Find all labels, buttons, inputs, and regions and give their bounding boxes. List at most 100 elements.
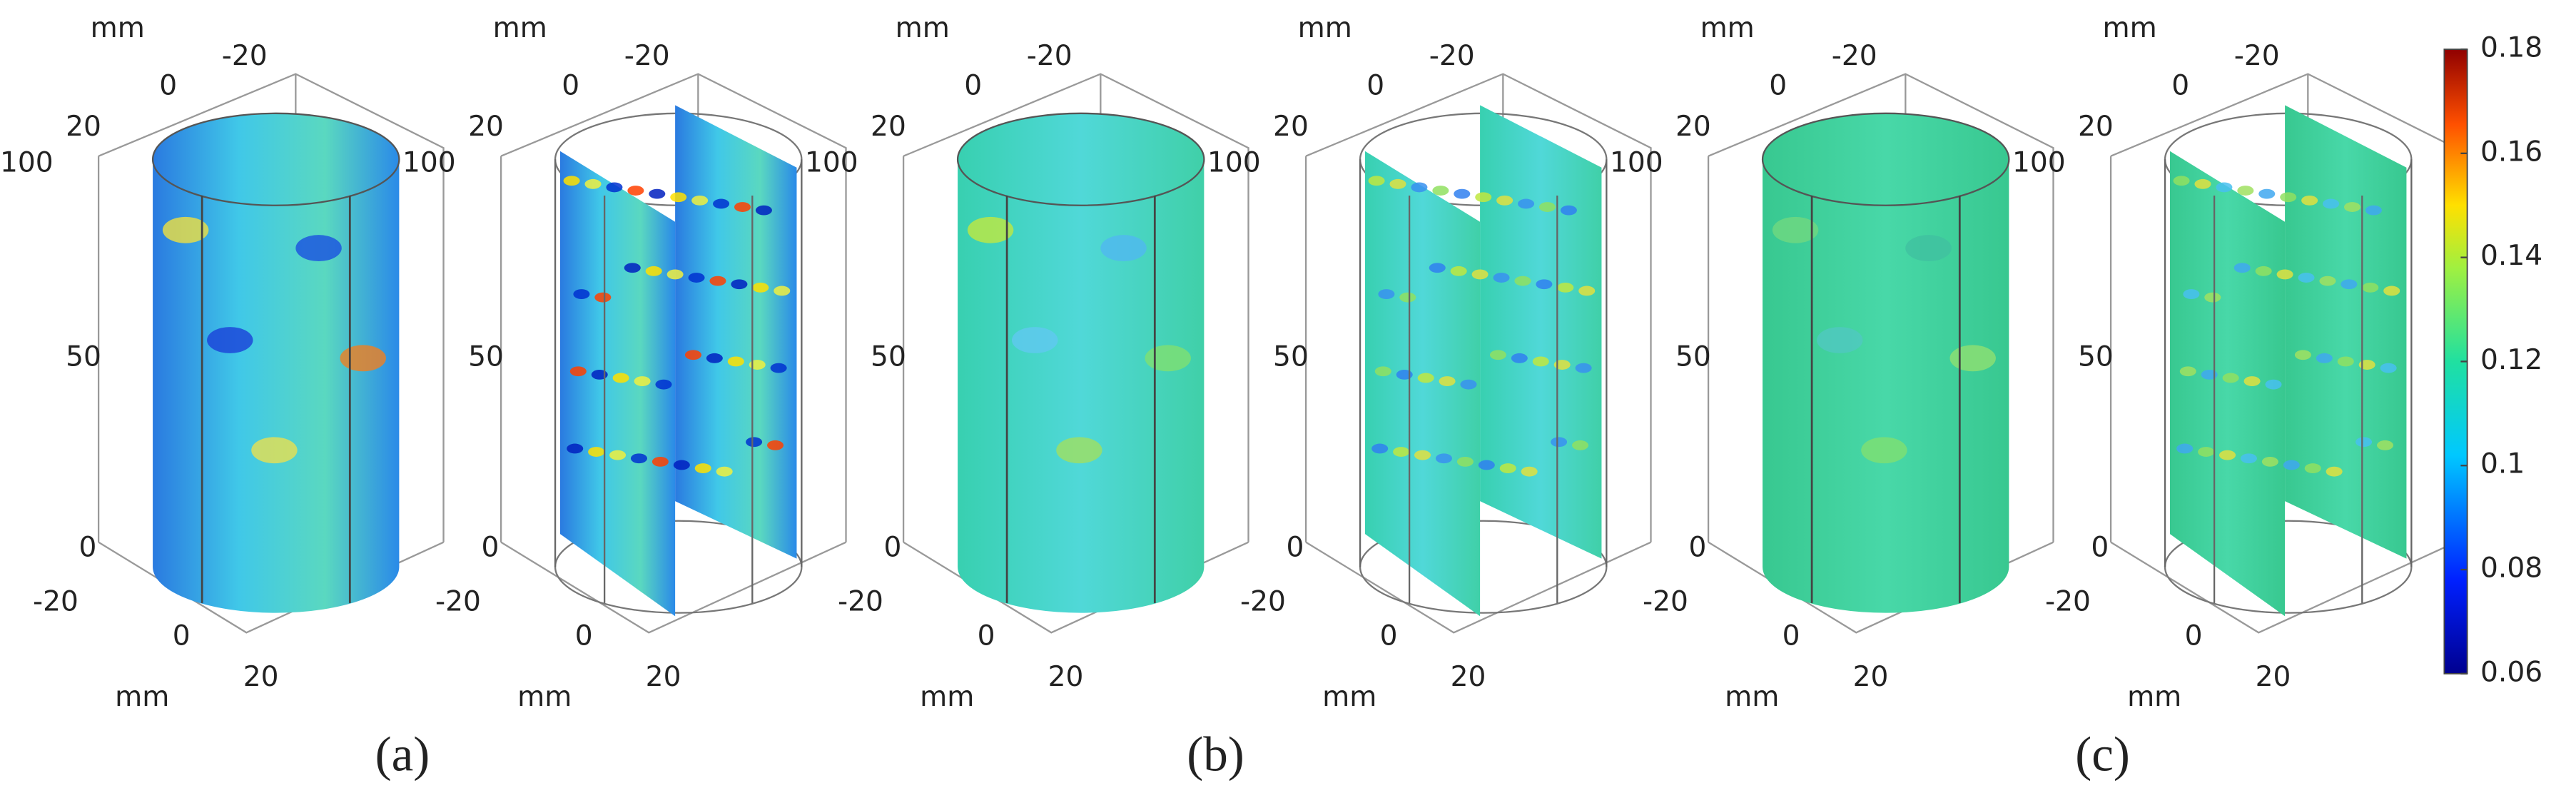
- texture-patch: [1439, 376, 1456, 386]
- z-tick-label: 100: [1207, 147, 1261, 179]
- texture-patch: [694, 463, 711, 473]
- texture-patch: [2358, 360, 2375, 370]
- x-tick-label: 20: [1048, 661, 1084, 693]
- texture-patch: [670, 192, 687, 203]
- z-tick-label: 100: [1610, 147, 1663, 179]
- texture-patch: [1489, 350, 1506, 360]
- texture-patch: [1145, 345, 1191, 372]
- texture-patch: [2173, 176, 2190, 186]
- texture-patch: [591, 369, 608, 380]
- y-tick-label: 20: [66, 111, 101, 143]
- texture-patch: [1532, 356, 1549, 367]
- texture-patch: [2343, 202, 2361, 212]
- texture-patch: [755, 205, 772, 216]
- cylinder-body: [153, 159, 400, 613]
- slice-plane: [1364, 151, 1481, 617]
- panel-label: (b): [1187, 726, 1244, 781]
- texture-patch: [1949, 345, 1996, 372]
- colorbar-tick-label: 0.06: [2480, 656, 2542, 688]
- texture-patch: [567, 443, 584, 454]
- colorbar-tick-label: 0.08: [2480, 552, 2542, 585]
- texture-patch: [1553, 360, 1571, 370]
- texture-patch: [1374, 366, 1391, 377]
- texture-patch: [1368, 176, 1385, 186]
- texture-patch: [2319, 276, 2336, 286]
- cylinder-body: [958, 159, 1205, 613]
- y-tick-label: 0: [1769, 70, 1787, 102]
- texture-patch: [1435, 453, 1452, 464]
- texture-patch: [2204, 292, 2221, 303]
- x-tick-label: 0: [575, 620, 593, 652]
- texture-patch: [1460, 379, 1477, 390]
- texture-patch: [2323, 198, 2340, 209]
- y-tick-label: 20: [2078, 111, 2114, 143]
- x-tick-label: -20: [1643, 585, 1688, 617]
- colorbar-tick-label: 0.12: [2480, 344, 2542, 376]
- z-tick-label: 50: [2078, 340, 2114, 373]
- texture-patch: [673, 460, 690, 470]
- texture-patch: [1518, 198, 1535, 209]
- texture-patch: [2183, 289, 2200, 299]
- axis-unit: mm: [91, 12, 145, 44]
- texture-patch: [731, 279, 748, 290]
- y-tick-label: 20: [871, 111, 906, 143]
- texture-patch: [563, 176, 580, 186]
- texture-patch: [1560, 205, 1577, 216]
- texture-patch: [2243, 376, 2261, 386]
- texture-patch: [2276, 269, 2293, 280]
- texture-patch: [584, 178, 602, 189]
- texture-patch: [588, 447, 605, 457]
- texture-patch: [1056, 437, 1102, 464]
- colorbar-tick-label: 0.16: [2480, 136, 2542, 168]
- texture-patch: [967, 216, 1014, 243]
- slice-plane: [2169, 151, 2286, 617]
- y-tick-label: 0: [159, 70, 177, 102]
- x-tick-label: -20: [2045, 585, 2091, 617]
- texture-patch: [606, 182, 623, 193]
- texture-patch: [630, 453, 647, 464]
- texture-patch: [666, 269, 684, 280]
- texture-patch: [2198, 447, 2215, 457]
- x-tick-label: 20: [1853, 661, 1889, 693]
- texture-patch: [727, 356, 744, 367]
- axis-unit: mm: [1700, 12, 1755, 44]
- texture-patch: [2194, 178, 2211, 189]
- texture-patch: [2179, 366, 2196, 377]
- cylinder-edges: [1005, 195, 1156, 603]
- texture-patch: [573, 289, 590, 299]
- texture-patch: [340, 345, 386, 372]
- texture-patch: [627, 186, 644, 196]
- texture-patch: [2280, 192, 2297, 203]
- texture-patch: [2301, 195, 2318, 206]
- cylinder-edges: [1810, 195, 1961, 603]
- texture-patch: [1905, 235, 1952, 262]
- axis-frame: [902, 73, 1249, 634]
- frame-lines: [1359, 159, 1608, 603]
- texture-patch: [1456, 456, 1474, 467]
- z-tick-label: 100: [0, 147, 54, 179]
- texture-patch: [1389, 178, 1406, 189]
- texture-patch: [207, 327, 253, 353]
- x-tick-label: 0: [1783, 620, 1800, 652]
- texture-patch: [251, 437, 298, 464]
- texture-patch: [1511, 353, 1528, 363]
- x-tick-label: -20: [1240, 585, 1286, 617]
- z-tick-label: 50: [1675, 340, 1711, 373]
- axis-unit: mm: [115, 681, 169, 713]
- texture-patch: [2304, 463, 2321, 473]
- x-tick-label: 0: [2185, 620, 2203, 652]
- axis-unit: mm: [2103, 12, 2157, 44]
- texture-patch: [2294, 350, 2311, 360]
- axis-unit: mm: [1725, 681, 1779, 713]
- texture-patch: [1499, 463, 1516, 473]
- x-tick-label: -20: [838, 585, 883, 617]
- texture-patch: [1450, 266, 1467, 276]
- texture-patch: [1012, 327, 1058, 353]
- colorbar-tick-label: 0.18: [2480, 32, 2542, 64]
- y-tick-label: 20: [1675, 111, 1711, 143]
- z-tick-label: 0: [1688, 531, 1706, 563]
- texture-patch: [1432, 186, 1449, 196]
